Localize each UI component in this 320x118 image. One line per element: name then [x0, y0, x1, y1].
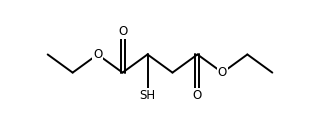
Text: O: O	[193, 89, 202, 102]
Text: O: O	[218, 66, 227, 79]
Text: O: O	[118, 25, 127, 38]
Text: O: O	[93, 48, 102, 61]
Text: SH: SH	[140, 89, 156, 102]
